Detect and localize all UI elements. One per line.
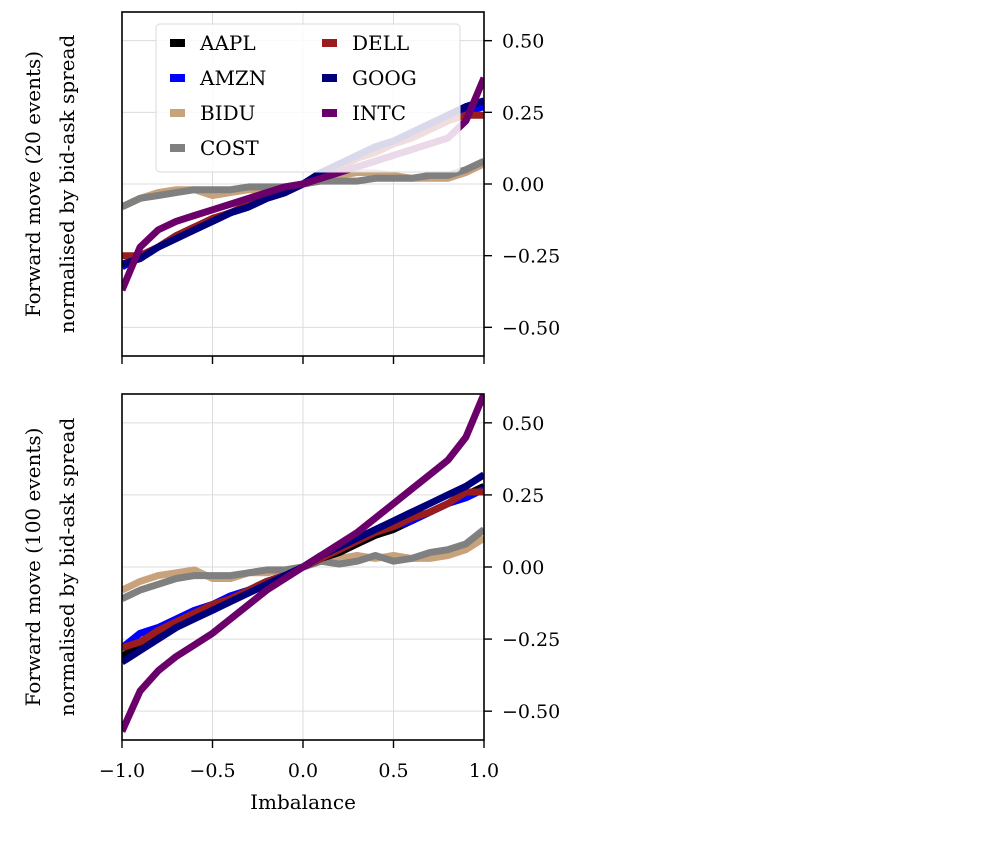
legend-label-dell: DELL xyxy=(352,31,409,55)
y-axis-label: Forward move (20 events) xyxy=(21,51,45,317)
y-tick-label: −0.25 xyxy=(502,629,560,651)
y-tick-label: −0.25 xyxy=(502,246,560,268)
legend-swatch-intc xyxy=(322,109,337,117)
y-tick-label: 0.50 xyxy=(502,413,544,435)
legend: AAPL AMZN BIDU COST DELL GOOG INTC xyxy=(155,23,461,173)
x-tick-label: −1.0 xyxy=(99,760,145,782)
y-axis-label: normalised by bid-ask spread xyxy=(55,35,79,334)
legend-swatch-dell xyxy=(322,39,337,47)
legend-label-intc: INTC xyxy=(352,101,406,125)
y-axis-label: normalised by bid-ask spread xyxy=(55,418,79,717)
x-axis-label: Imbalance xyxy=(250,790,356,814)
y-tick-label: 0.00 xyxy=(502,174,544,196)
legend-label-aapl: AAPL xyxy=(199,31,256,55)
legend-swatch-aapl xyxy=(170,39,185,47)
legend-label-cost: COST xyxy=(200,136,259,160)
y-tick-label: 0.25 xyxy=(502,102,544,124)
panel-1: 0.50 0.25 0.00 −0.25 −0.50 Forward move (20 e… xyxy=(21,11,560,364)
series-group xyxy=(122,394,484,733)
legend-label-bidu: BIDU xyxy=(200,101,256,125)
y-tick-label: 0.00 xyxy=(502,557,544,579)
legend-swatch-goog xyxy=(322,74,337,82)
legend-label-amzn: AMZN xyxy=(199,66,266,90)
y-tick-label: −0.50 xyxy=(502,317,560,339)
series-line-intc xyxy=(122,394,484,733)
y-tick-label: −0.50 xyxy=(502,701,560,723)
x-tick-label: 0.5 xyxy=(378,760,408,782)
x-tick-label: 0.0 xyxy=(288,760,318,782)
panel-2: −1.0 −0.5 0.0 0.5 1.0 0.50 0.25 0.00 −0.25 −0.50 F… xyxy=(21,393,560,814)
legend-swatch-bidu xyxy=(170,109,185,117)
legend-box xyxy=(155,23,461,173)
y-axis-label: Forward move (100 events) xyxy=(21,428,45,707)
x-tick-label: 1.0 xyxy=(469,760,499,782)
legend-label-goog: GOOG xyxy=(352,66,417,90)
y-tick-label: 0.50 xyxy=(502,31,544,53)
x-tick-label: −0.5 xyxy=(189,760,235,782)
legend-swatch-cost xyxy=(170,144,185,152)
legend-swatch-amzn xyxy=(170,74,185,82)
y-tick-label: 0.25 xyxy=(502,485,544,507)
